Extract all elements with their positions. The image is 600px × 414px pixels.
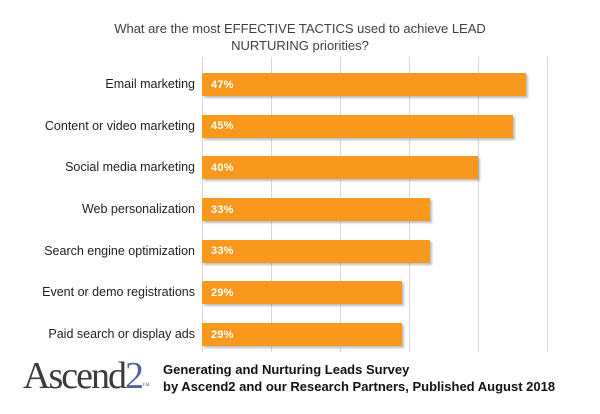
source-attribution: Generating and Nurturing Leads Survey by…	[163, 361, 555, 395]
bar: 47%	[202, 73, 527, 96]
bar: 33%	[202, 198, 430, 221]
chart-title-line2: NURTURING priorities?	[231, 38, 369, 54]
category-label: Search engine optimization	[44, 243, 195, 258]
category-label: Content or video marketing	[44, 118, 195, 133]
category-label: Event or demo registrations	[42, 285, 195, 300]
footer: Ascend2™ Generating and Nurturing Leads …	[0, 352, 600, 414]
chart-title: What are the most EFFECTIVE TACTICS used…	[90, 20, 510, 54]
gridline	[478, 57, 479, 352]
ascend2-logo: Ascend2™	[23, 354, 150, 398]
trademark-symbol: ™	[141, 381, 150, 390]
logo-text-accent: 2	[124, 355, 144, 397]
bar-value-label: 29%	[211, 328, 234, 341]
category-label: Web personalization	[81, 202, 195, 216]
gridline	[547, 57, 548, 352]
bar-value-label: 40%	[211, 161, 234, 174]
category-label: Paid search or display ads	[48, 327, 195, 342]
category-label: Social media marketing	[65, 160, 195, 175]
bar: 40%	[202, 156, 478, 180]
bar: 45%	[202, 114, 513, 138]
bar-value-label: 47%	[211, 78, 234, 91]
category-label: Email marketing	[105, 77, 195, 91]
bar-value-label: 33%	[211, 245, 234, 258]
bar-value-label: 45%	[211, 120, 234, 133]
logo-text-main: Ascend	[23, 355, 127, 397]
source-line-2: by Ascend2 and our Research Partners, Pu…	[163, 379, 556, 395]
bar: 29%	[202, 281, 403, 305]
source-line-1: Generating and Nurturing Leads Survey	[163, 362, 410, 377]
bar-value-label: 33%	[211, 203, 234, 216]
bar-value-label: 29%	[211, 286, 234, 299]
bar: 33%	[202, 239, 430, 263]
bar: 29%	[202, 323, 403, 347]
chart-title-line1: What are the most EFFECTIVE TACTICS used…	[114, 21, 486, 36]
plot-area: 47% 45% 40% 33% 33% 29% 29%	[202, 57, 548, 352]
